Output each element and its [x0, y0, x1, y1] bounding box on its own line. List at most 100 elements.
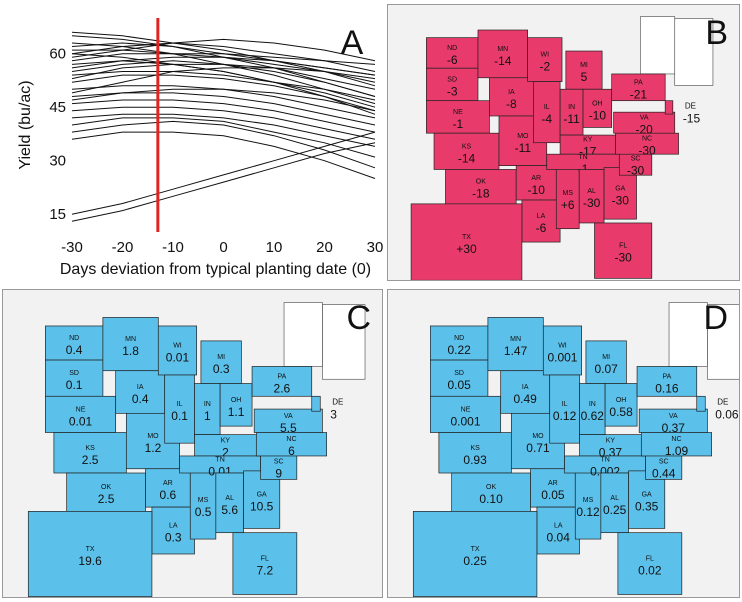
panel-label: B — [705, 14, 728, 52]
yield-series-line — [71, 53, 376, 108]
state-value: 1.47 — [504, 344, 528, 358]
panel-label: C — [346, 299, 371, 337]
state-abbr: IL — [177, 401, 183, 408]
state-value: -14 — [458, 151, 476, 165]
state-abbr: MN — [125, 336, 136, 343]
state-value: -1 — [578, 162, 589, 176]
state-abbr: TX — [86, 546, 95, 553]
y-tick-label: 60 — [49, 46, 66, 63]
state-abbr: SD — [454, 370, 464, 377]
state-abbr: TX — [471, 546, 480, 553]
state-abbr: OH — [592, 100, 603, 107]
yield-series-line — [71, 142, 376, 222]
state-region-in — [194, 383, 221, 435]
state-region-wi — [527, 37, 563, 82]
state-abbr: AL — [587, 188, 596, 195]
state-value: 0.1 — [171, 409, 188, 423]
panel-a-line-chart: -30 -20 -10 0 10 20 30 15 30 45 60 Days deviation f… — [0, 0, 385, 285]
y-tick-label: 15 — [49, 206, 66, 223]
yield-series-line — [71, 131, 376, 215]
state-value: 0.3 — [213, 362, 230, 376]
state-value: +6 — [561, 198, 575, 212]
state-value: 0.01 — [69, 414, 93, 428]
state-value: 0.44 — [652, 467, 676, 481]
state-abbr: MI — [217, 354, 225, 361]
state-abbr: TX — [462, 234, 471, 241]
state-abbr: DE — [685, 102, 696, 111]
state-abbr: VA — [640, 115, 649, 122]
state-value: 5.5 — [280, 421, 297, 435]
x-axis-label: Days deviation from typical planting dat… — [60, 261, 371, 278]
state-abbr: IN — [589, 401, 596, 408]
yield-series-line — [71, 131, 376, 179]
state-abbr: GA — [615, 185, 625, 192]
state-value: +30 — [456, 242, 477, 256]
state-value: 0.49 — [514, 392, 538, 406]
state-region-ia — [500, 370, 551, 414]
state-abbr: AR — [548, 480, 558, 487]
state-abbr: IA — [522, 384, 529, 391]
state-abbr: FL — [646, 556, 654, 563]
state-abbr: FL — [261, 556, 269, 563]
state-abbr: DE — [332, 397, 343, 406]
state-abbr: ND — [69, 335, 79, 342]
state-abbr: TN — [578, 154, 587, 161]
state-region-fl — [232, 532, 298, 595]
state-region-mi — [565, 50, 603, 90]
state-abbr: NC — [642, 136, 652, 143]
state-abbr: IN — [204, 401, 211, 408]
state-abbr: ND — [454, 335, 464, 342]
unshaded-state — [668, 302, 708, 367]
yield-series-line — [71, 35, 376, 97]
state-abbr: GA — [257, 492, 267, 499]
state-region-ks — [433, 132, 500, 170]
state-region-al — [600, 472, 629, 534]
state-region-de — [311, 395, 321, 412]
state-region-al — [578, 169, 605, 224]
state-abbr: OH — [231, 397, 242, 404]
y-axis-label: Yield (bu/ac) — [17, 80, 34, 169]
state-value: 0.4 — [66, 343, 83, 357]
state-value: 0.37 — [662, 421, 686, 435]
state-value: -2 — [539, 60, 550, 74]
y-tick-label: 45 — [49, 99, 66, 116]
state-value: 1.2 — [145, 441, 162, 455]
state-abbr: MN — [510, 336, 521, 343]
state-value: -4 — [541, 112, 552, 126]
state-abbr: OH — [616, 397, 627, 404]
state-value: 0.12 — [553, 409, 577, 423]
state-abbr: OK — [101, 484, 111, 491]
state-region-mn — [102, 317, 159, 372]
state-value: 0.3 — [165, 531, 182, 545]
state-region-de — [696, 395, 706, 412]
state-abbr: KS — [470, 445, 480, 452]
state-region-pa — [636, 366, 698, 397]
state-abbr: LA — [554, 523, 563, 530]
state-abbr: KS — [462, 143, 472, 150]
state-abbr: IL — [562, 401, 568, 408]
state-region-ar — [145, 468, 191, 508]
state-abbr: PA — [634, 79, 643, 86]
state-abbr: IA — [508, 89, 515, 96]
state-value: 0.02 — [638, 564, 662, 578]
state-abbr: AR — [163, 480, 173, 487]
state-value: -30 — [627, 164, 645, 178]
state-value: -30 — [583, 196, 601, 210]
state-value: 0.6 — [160, 488, 177, 502]
state-abbr: NC — [671, 436, 681, 443]
state-abbr: WI — [558, 342, 567, 349]
state-abbr: SC — [274, 459, 284, 466]
state-value: 0.05 — [447, 378, 471, 392]
state-abbr: MS — [198, 497, 209, 504]
state-value: 0.58 — [609, 405, 633, 419]
state-value: 0.001 — [451, 414, 481, 428]
state-region-va — [638, 408, 708, 433]
state-region-fl — [617, 532, 683, 595]
state-abbr: SD — [69, 370, 79, 377]
state-abbr: MI — [580, 62, 588, 69]
state-abbr: WI — [541, 52, 550, 59]
state-value: 1.1 — [228, 405, 245, 419]
state-region-ga — [603, 167, 637, 220]
state-abbr: SC — [659, 459, 669, 466]
state-value: 5 — [581, 70, 588, 84]
